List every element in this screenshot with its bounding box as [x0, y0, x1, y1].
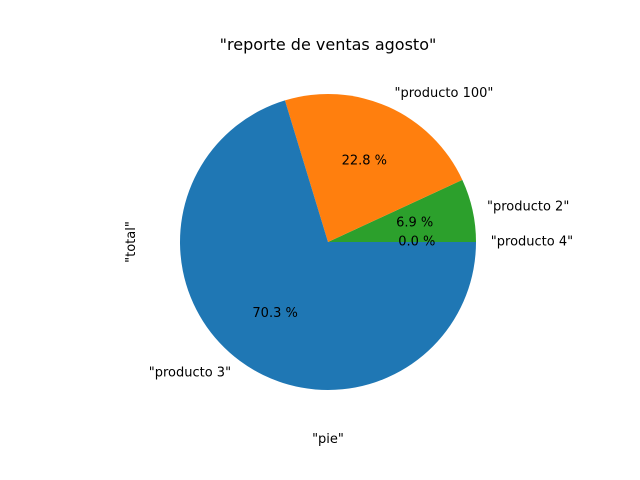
pie-slices: [180, 94, 476, 391]
slice-label-producto-2: "producto 2": [487, 199, 569, 214]
pie-slice-producto-3: [180, 100, 476, 391]
slice-label-producto-4: "producto 4": [491, 235, 573, 250]
pie-slice-producto-2: [328, 179, 476, 242]
slice-percent-producto-3: 70.3 %: [252, 306, 297, 321]
slice-percent-producto-4: 0.0 %: [398, 235, 435, 250]
y-axis-label: "total": [124, 221, 139, 263]
slice-percent-producto-2: 6.9 %: [396, 215, 433, 230]
x-axis-label: "pie": [312, 432, 344, 447]
slice-label-producto-3: "producto 3": [149, 365, 231, 380]
slice-label-producto-100: "producto 100": [395, 86, 494, 101]
pie-slice-producto-100: [284, 94, 463, 242]
pie-labels: "producto 4" 0.0 % "producto 2" 6.9 % "produ…: [149, 86, 573, 380]
chart-title: "reporte de ventas agosto": [220, 35, 437, 54]
slice-percent-producto-100: 22.8 %: [342, 153, 387, 168]
